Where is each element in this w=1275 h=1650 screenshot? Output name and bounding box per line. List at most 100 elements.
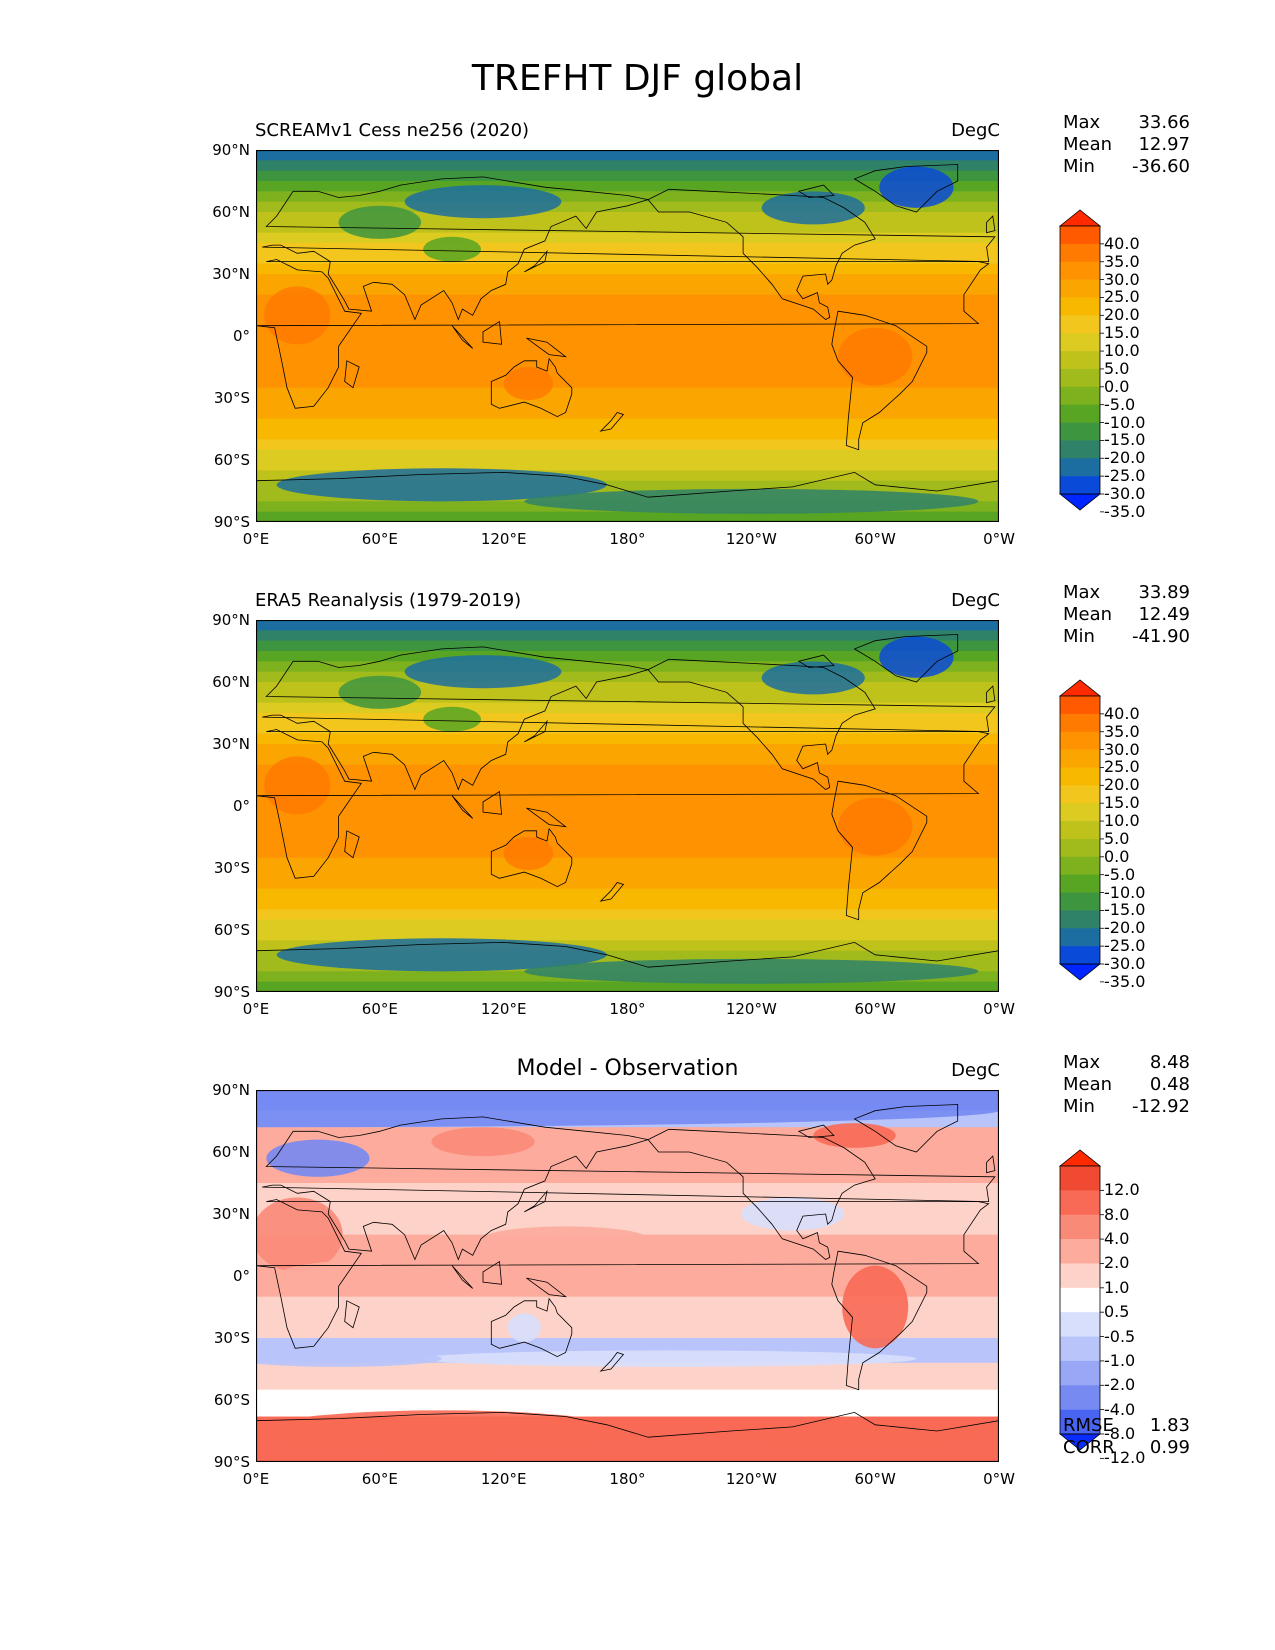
temperature-band [256, 274, 999, 285]
colorbar-bin [1060, 1166, 1100, 1191]
difference-patch [421, 1350, 917, 1367]
temperature-patch [524, 488, 979, 514]
temperature-band [256, 868, 999, 879]
lon-tick-label: 180° [609, 1470, 646, 1488]
temperature-band [256, 263, 999, 275]
lon-tick-label: 60°E [361, 530, 398, 548]
coastline [451, 795, 473, 819]
coastline [526, 1277, 567, 1298]
colorbar-tick-label: 5.0 [1104, 828, 1130, 848]
colorbar-tick-label: 40.0 [1104, 703, 1140, 723]
difference-patch [483, 1226, 649, 1252]
map-frame [256, 620, 999, 992]
colorbar: 40.0 35.0 30.0 25.0 20.0 15.0 10.0 5.0 0.0 -5.0 -1… [1058, 209, 1190, 521]
lon-tick-label: 120°E [480, 1470, 527, 1488]
temperature-band [256, 439, 999, 451]
temperature-patch [423, 706, 481, 732]
temperature-band [256, 692, 999, 704]
lat-tick-label: 90°N [212, 1081, 250, 1099]
coastline [599, 412, 625, 432]
metrics-block: RMSE 1.83 CORR 0.99 [1063, 1415, 1190, 1459]
colorbar-tick-label: -35.0 [1104, 501, 1146, 521]
difference-patch [256, 1197, 343, 1272]
temperature-band [256, 170, 999, 182]
temperature-band [256, 367, 999, 378]
colorbar-bin [1060, 838, 1100, 858]
temperature-band [256, 460, 999, 471]
difference-band [256, 1362, 999, 1391]
temperature-band [256, 847, 999, 859]
coastline [256, 1411, 999, 1462]
temperature-patch [404, 185, 562, 219]
colorbar-tick-label: -30.0 [1104, 954, 1146, 973]
stat-min-value: -41.90 [1131, 626, 1190, 647]
colorbar-bin [1060, 767, 1100, 786]
coastline [986, 1155, 996, 1174]
colorbar-tick-label: 15.0 [1104, 323, 1140, 343]
temperature-patch [423, 236, 481, 262]
colorbar-bin [1060, 351, 1100, 370]
colorbar-tick-label: -0.5 [1104, 1326, 1136, 1346]
stat-min-label: Min [1063, 626, 1095, 647]
temperature-patch [838, 797, 913, 856]
coastline [986, 685, 996, 704]
coastline [831, 1250, 928, 1391]
lat-tick-label: 60°S [213, 451, 250, 469]
colorbar-extend-max [1058, 209, 1102, 227]
temperature-patch [338, 675, 422, 709]
coastline [262, 646, 996, 791]
coastline [797, 1124, 835, 1138]
colorbar-extend-min [1058, 493, 1102, 511]
temperature-patch [761, 191, 865, 225]
colorbar-bin [1060, 731, 1100, 750]
colorbar-tick-label: 40.0 [1104, 233, 1140, 253]
colorbar-extend-max [1058, 679, 1102, 697]
temperature-band [256, 480, 999, 492]
temperature-band [256, 702, 999, 714]
colorbar-tick-label: 8.0 [1104, 1204, 1130, 1224]
coastline [853, 634, 959, 683]
map-svg [256, 150, 999, 522]
lon-tick-label: 120°E [480, 1000, 527, 1018]
temperature-band [256, 408, 999, 420]
figure-title: TREFHT DJF global [471, 58, 804, 99]
coastline [647, 658, 876, 790]
colorbar-bin [1060, 440, 1100, 459]
colorbar-tick-label: 35.0 [1104, 251, 1140, 271]
temperature-patch [264, 756, 331, 815]
colorbar-tick-label: 25.0 [1104, 287, 1140, 307]
stat-mean-value: 12.49 [1138, 604, 1190, 625]
temperature-patch [276, 468, 607, 502]
coastline [524, 249, 548, 273]
colorbar-tick-label: -35.0 [1104, 971, 1146, 991]
colorbar-bin [1060, 1263, 1100, 1289]
coastline [986, 215, 996, 234]
colorbar-tick-label: -20.0 [1104, 448, 1146, 468]
temperature-band [256, 837, 999, 848]
temperature-band [256, 191, 999, 203]
map-svg [256, 1090, 999, 1462]
difference-patch [431, 1127, 535, 1157]
colorbar-bin [1060, 749, 1100, 768]
lat-tick-label: 90°N [212, 141, 250, 159]
colorbar-bin [1060, 279, 1100, 298]
temperature-patch [264, 286, 331, 345]
coastline [831, 310, 928, 451]
stat-mean-value: 0.48 [1149, 1074, 1190, 1095]
coastline [344, 1300, 360, 1329]
temperature-patch [524, 958, 979, 984]
colorbar-bin [1060, 261, 1100, 280]
difference-patch [256, 1410, 628, 1452]
colorbar-tick-label: -8.0 [1104, 1424, 1136, 1443]
stats-block: Max 33.89 Mean 12.49 Min -41.90 [1063, 582, 1190, 648]
temperature-band [256, 940, 999, 952]
temperature-band [256, 857, 999, 869]
stat-min-label: Min [1063, 156, 1095, 177]
coastline [256, 259, 990, 409]
coastline [451, 325, 473, 349]
temperature-band [256, 511, 999, 522]
coastline [526, 337, 567, 358]
temperature-patch [879, 166, 954, 208]
lon-tick-label: 120°W [725, 530, 777, 548]
temperature-band [256, 733, 999, 745]
